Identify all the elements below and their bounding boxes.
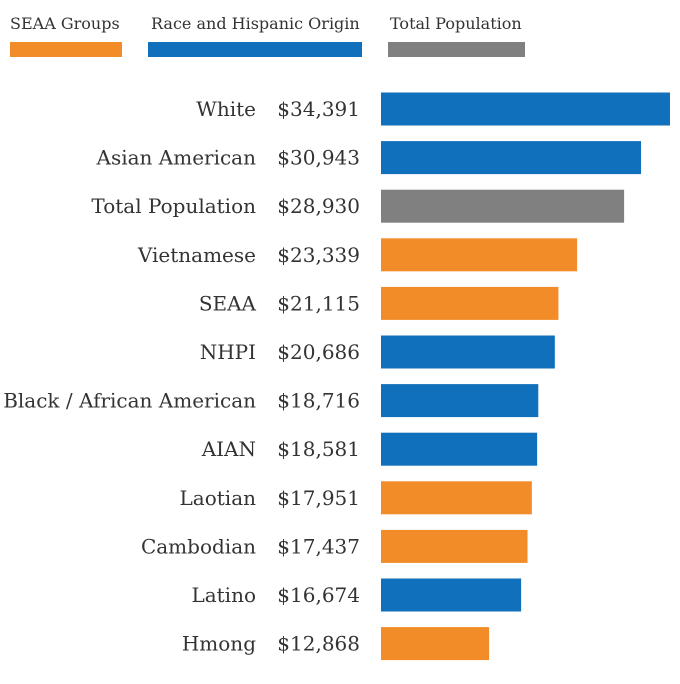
bar-total-population: [381, 189, 625, 223]
value-label-white: $34,391: [277, 97, 360, 121]
legend-label-race: Race and Hispanic Origin: [151, 14, 360, 33]
bar-aian: [381, 432, 538, 466]
category-label-black-african-american: Black / African American: [3, 389, 256, 413]
category-label-latino: Latino: [191, 583, 256, 607]
legend-label-total: Total Population: [390, 14, 522, 33]
bar-cambodian: [381, 529, 528, 563]
bar-hmong: [381, 627, 490, 661]
value-label-hmong: $12,868: [277, 632, 360, 656]
value-label-total-population: $28,930: [277, 194, 360, 218]
category-label-white: White: [196, 97, 256, 121]
bar-latino: [381, 578, 522, 612]
bar-seaa: [381, 286, 559, 320]
value-label-latino: $16,674: [277, 583, 360, 607]
bar-laotian: [381, 481, 532, 515]
value-label-laotian: $17,951: [277, 486, 360, 510]
category-label-asian-american: Asian American: [96, 146, 257, 170]
category-label-total-population: Total Population: [91, 194, 256, 218]
category-label-aian: AIAN: [201, 437, 256, 461]
value-label-asian-american: $30,943: [277, 146, 360, 170]
category-label-vietnamese: Vietnamese: [137, 243, 256, 267]
bar-black-african-american: [381, 384, 539, 418]
legend-swatch-seaa: [10, 42, 122, 57]
value-label-nhpi: $20,686: [277, 340, 360, 364]
value-label-seaa: $21,115: [277, 291, 360, 315]
value-label-cambodian: $17,437: [277, 534, 360, 558]
legend-swatch-race: [148, 42, 362, 57]
category-label-cambodian: Cambodian: [141, 534, 256, 558]
category-label-nhpi: NHPI: [200, 340, 256, 364]
bar-vietnamese: [381, 238, 578, 272]
category-label-hmong: Hmong: [182, 632, 256, 656]
legend-label-seaa: SEAA Groups: [10, 14, 120, 33]
bar-asian-american: [381, 141, 642, 175]
category-label-seaa: SEAA: [199, 291, 257, 315]
value-label-aian: $18,581: [277, 437, 360, 461]
value-label-vietnamese: $23,339: [277, 243, 360, 267]
category-label-laotian: Laotian: [180, 486, 257, 510]
legend-swatch-total: [388, 42, 525, 57]
bar-nhpi: [381, 335, 555, 369]
value-label-black-african-american: $18,716: [277, 389, 360, 413]
bar-white: [381, 92, 670, 126]
